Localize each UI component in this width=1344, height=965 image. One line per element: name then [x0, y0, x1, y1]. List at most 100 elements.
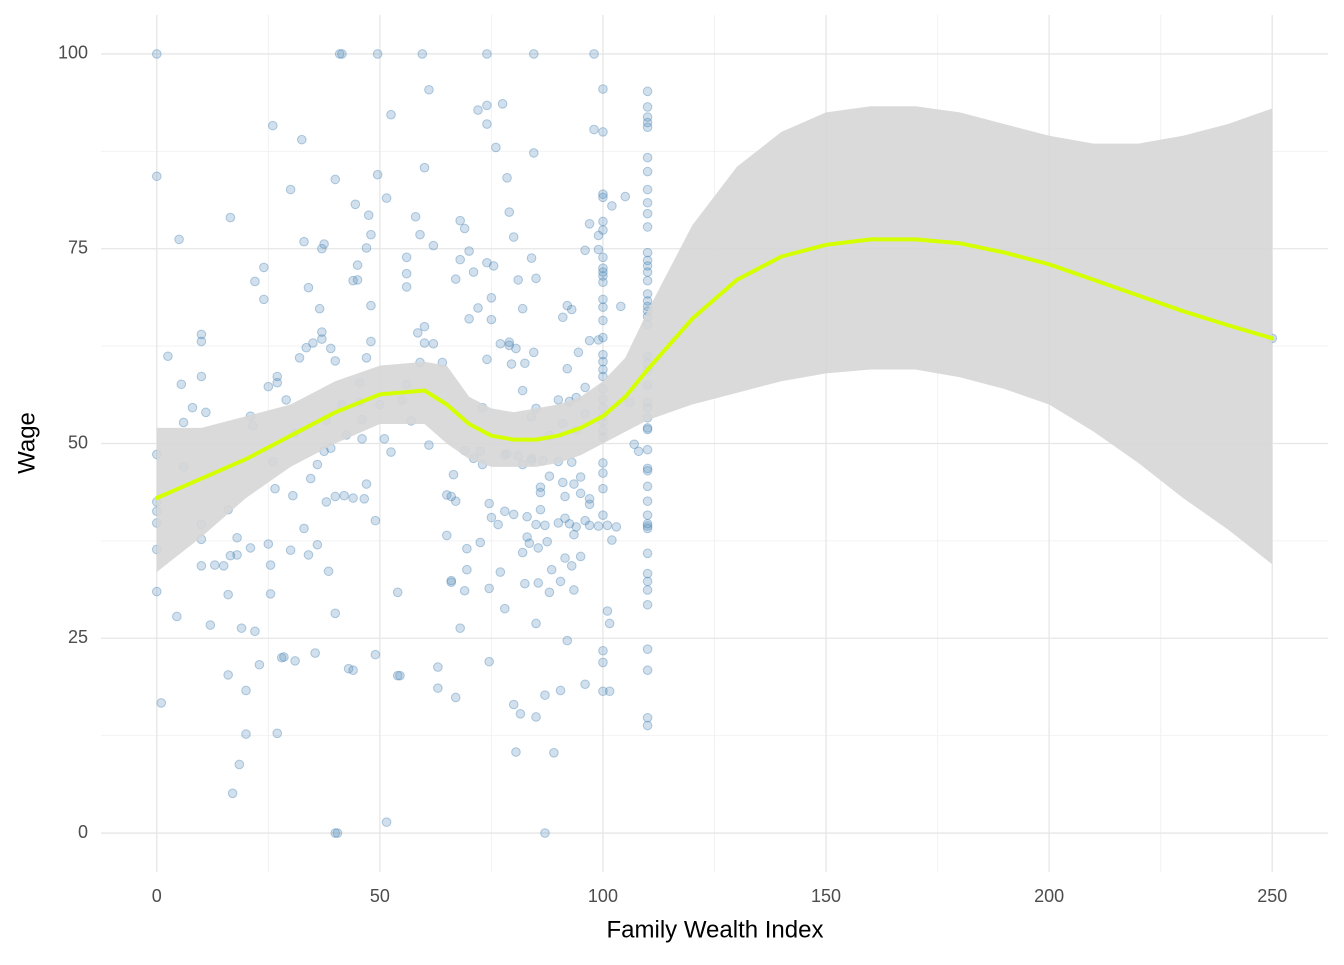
point	[196, 561, 207, 571]
point	[629, 439, 639, 450]
point	[209, 560, 220, 570]
point	[642, 481, 653, 492]
point	[310, 648, 320, 658]
point	[580, 515, 590, 526]
point	[598, 483, 608, 494]
point	[569, 585, 579, 595]
point	[381, 817, 392, 827]
point	[555, 685, 566, 696]
point	[486, 512, 497, 523]
point	[522, 532, 532, 542]
x-tick-label: 100	[588, 886, 618, 906]
point	[372, 169, 383, 180]
point	[575, 488, 586, 499]
point	[598, 267, 608, 277]
point	[598, 349, 608, 360]
point	[294, 353, 305, 363]
y-axis-title: Wage	[13, 412, 40, 474]
point	[598, 252, 608, 263]
point	[361, 243, 372, 253]
point	[163, 351, 173, 362]
point	[642, 510, 653, 520]
point	[218, 561, 229, 571]
point	[531, 712, 541, 722]
point	[531, 519, 541, 530]
point	[410, 211, 421, 222]
point	[446, 577, 457, 587]
y-tick-label: 25	[68, 627, 88, 647]
point	[566, 304, 577, 315]
point	[642, 548, 653, 559]
point	[330, 491, 341, 502]
point	[450, 692, 461, 703]
point	[553, 518, 564, 528]
point	[598, 277, 608, 288]
point	[642, 267, 653, 277]
grid	[101, 15, 1328, 872]
point	[616, 301, 626, 312]
point	[504, 340, 515, 351]
point	[642, 166, 653, 177]
point	[330, 356, 341, 366]
point	[569, 529, 579, 540]
point	[544, 471, 555, 482]
point	[317, 334, 327, 344]
point	[459, 223, 470, 234]
point	[401, 252, 412, 263]
point	[642, 720, 653, 731]
labels: Family Wealth Index Wage 0 50 100 150 200 250…	[13, 43, 1287, 944]
point	[343, 663, 354, 674]
point	[506, 359, 517, 369]
point	[593, 521, 604, 531]
point	[301, 342, 312, 353]
point	[526, 253, 537, 263]
point	[607, 535, 617, 545]
point	[495, 338, 506, 349]
point	[598, 645, 608, 656]
point	[488, 261, 499, 271]
point	[598, 192, 608, 203]
x-axis-title: Family Wealth Index	[607, 916, 824, 943]
point	[642, 665, 653, 676]
point	[598, 127, 608, 137]
point	[642, 86, 653, 97]
point	[319, 239, 329, 249]
point	[448, 469, 459, 480]
point	[178, 417, 189, 428]
point	[620, 191, 631, 202]
point	[187, 402, 198, 413]
point	[486, 293, 497, 303]
point	[598, 371, 608, 382]
point	[441, 530, 452, 541]
point	[564, 518, 575, 529]
point	[299, 523, 309, 534]
point	[642, 184, 653, 195]
point	[350, 199, 361, 210]
point	[303, 282, 314, 293]
point	[575, 551, 586, 562]
point	[642, 275, 653, 286]
point	[642, 289, 653, 299]
point	[330, 608, 341, 619]
point	[642, 496, 653, 506]
point	[482, 354, 492, 365]
y-tick-label: 50	[68, 432, 88, 452]
point	[285, 184, 296, 195]
point	[424, 84, 434, 95]
point	[549, 747, 559, 758]
point	[259, 262, 269, 273]
point	[528, 49, 539, 59]
point	[598, 657, 608, 668]
point	[546, 564, 557, 575]
point	[513, 275, 523, 285]
point	[321, 497, 332, 507]
point	[517, 385, 528, 396]
x-tick-label: 50	[370, 886, 390, 906]
point	[486, 314, 497, 325]
point	[419, 321, 430, 332]
point	[528, 347, 539, 358]
point	[642, 712, 653, 723]
point	[455, 623, 465, 633]
point	[361, 479, 372, 489]
point	[642, 296, 653, 306]
